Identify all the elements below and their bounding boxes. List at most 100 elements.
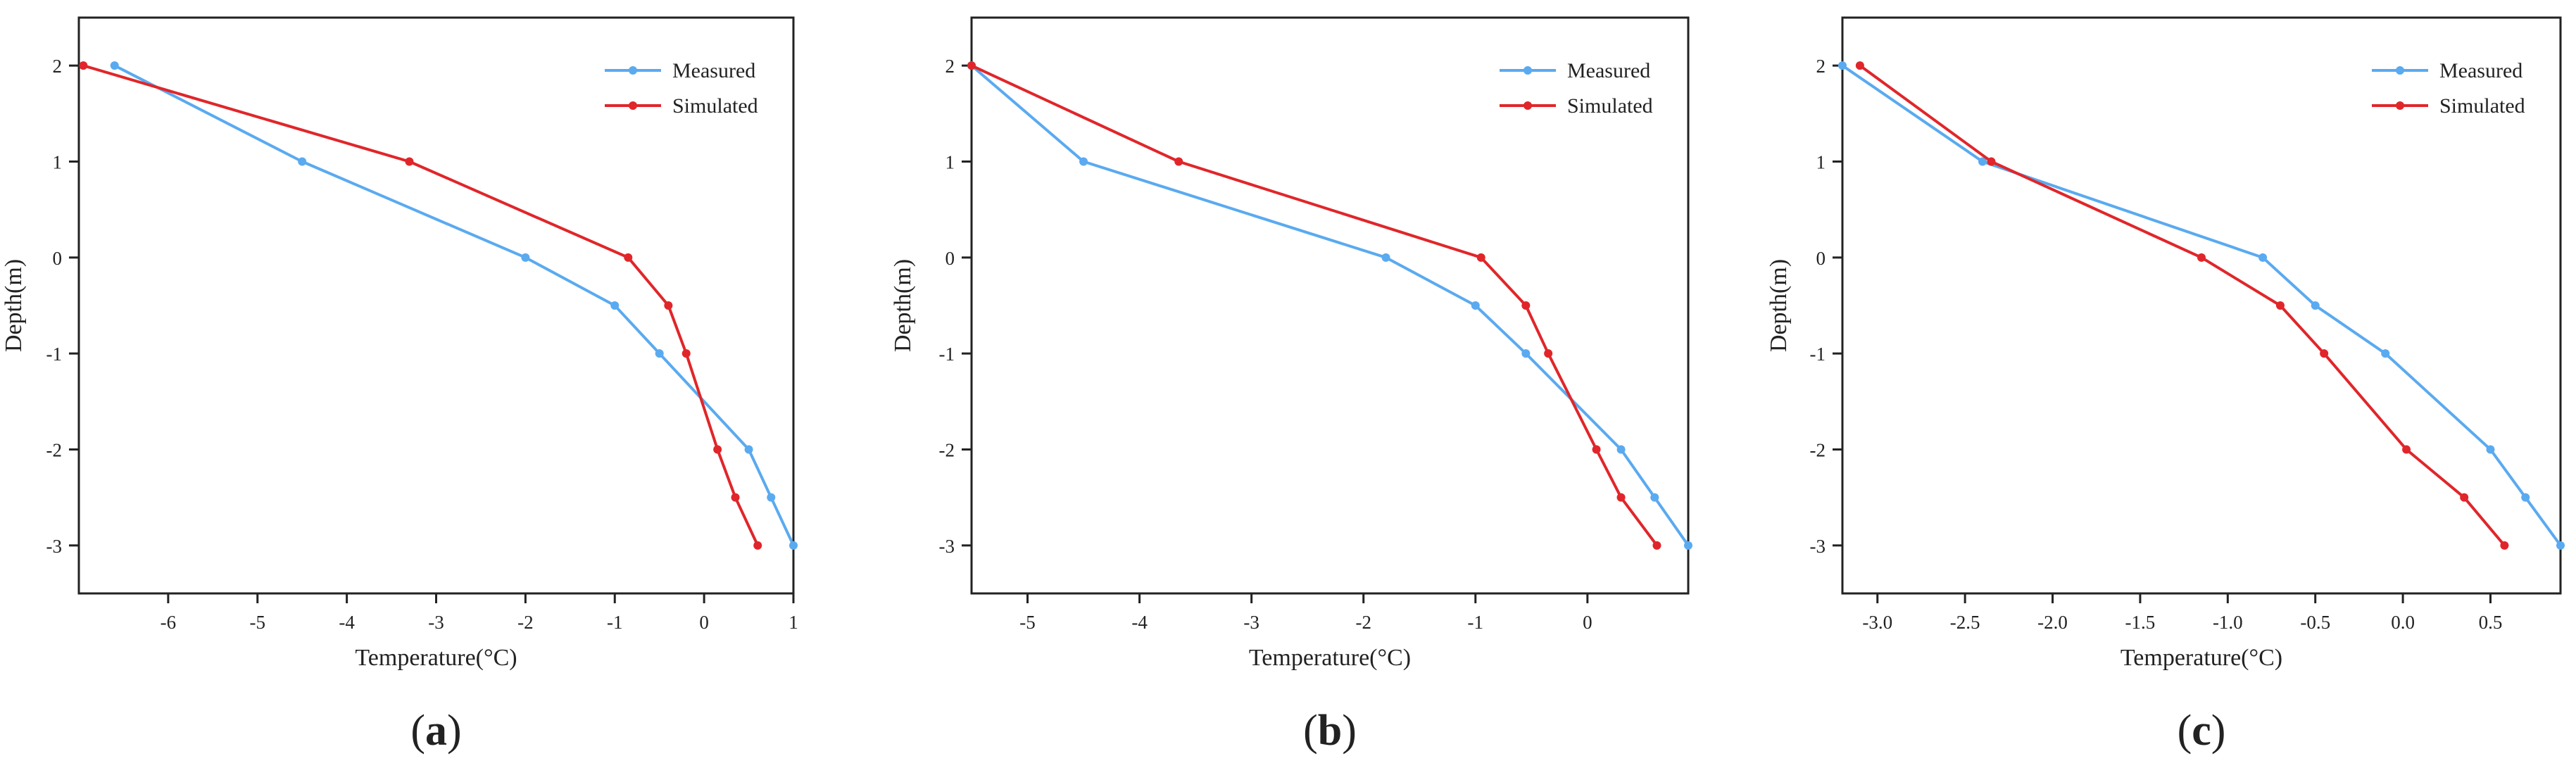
data-point-simulated xyxy=(681,349,691,358)
data-point-simulated xyxy=(1592,445,1601,454)
x-tick-label: 1 xyxy=(788,612,798,633)
y-tick-label: 1 xyxy=(945,152,955,173)
y-axis-title: Depth(m) xyxy=(890,259,916,352)
y-tick-label: 1 xyxy=(53,152,63,173)
data-point-measured xyxy=(521,253,530,262)
x-tick-label: -6 xyxy=(161,612,177,633)
x-tick-label: -4 xyxy=(339,612,355,633)
data-point-simulated xyxy=(2460,493,2469,502)
panel-label-letter: b xyxy=(1318,707,1342,755)
data-point-measured xyxy=(1381,253,1390,262)
legend-label-measured: Measured xyxy=(672,59,755,82)
x-tick-label: -4 xyxy=(1131,612,1148,633)
panel-label: (c) xyxy=(2178,707,2226,755)
data-point-measured xyxy=(110,61,119,70)
legend-label-simulated: Simulated xyxy=(672,94,758,118)
y-axis-title: Depth(m) xyxy=(1,259,27,352)
x-tick-label: -2 xyxy=(1355,612,1371,633)
x-tick-label: -2.0 xyxy=(2037,612,2068,633)
panel-label: (b) xyxy=(1303,707,1357,755)
y-tick-label: -1 xyxy=(1810,344,1826,365)
legend-marker-simulated xyxy=(1523,101,1532,110)
x-tick-label: -3 xyxy=(1243,612,1259,633)
data-point-measured xyxy=(2381,349,2390,358)
y-tick-label: -3 xyxy=(46,536,63,557)
legend-marker-simulated xyxy=(2396,101,2404,110)
panel-label-close-paren: ) xyxy=(447,707,462,755)
chart-panel-2: -5 -4 -3 -2 -1 0 2 1 0 -1 -2 -3 Temperature(°C) Depth… xyxy=(890,16,1692,755)
y-tick-label: -1 xyxy=(939,344,955,365)
data-point-simulated xyxy=(79,61,88,70)
y-tick-label: -2 xyxy=(939,440,955,461)
data-point-simulated xyxy=(731,493,740,502)
chart-panel-3: -3.0 -2.5 -2.0 -1.5 -1.0 -0.5 0.0 0.5 2 1 0 -1 -2 -3 T… xyxy=(1766,16,2565,755)
data-point-measured xyxy=(767,493,776,502)
legend-label-measured: Measured xyxy=(1567,59,1650,82)
data-point-simulated xyxy=(1855,61,1864,70)
x-tick-label: -1.5 xyxy=(2125,612,2156,633)
y-tick-label: 2 xyxy=(945,56,955,77)
x-tick-label: 0 xyxy=(699,612,709,633)
data-point-measured xyxy=(1978,157,1987,166)
legend-label-simulated: Simulated xyxy=(1567,94,1653,118)
data-point-simulated xyxy=(713,445,722,454)
y-tick-label: 2 xyxy=(53,56,63,77)
series-line-simulated xyxy=(971,64,1659,547)
panel-label-close-paren: ) xyxy=(2211,707,2226,755)
series-line-measured xyxy=(1841,64,2562,547)
data-point-simulated xyxy=(405,157,414,166)
x-tick-label: -1 xyxy=(1468,612,1484,633)
data-point-simulated xyxy=(1476,253,1485,262)
panel-label-open-paren: ( xyxy=(410,707,425,755)
data-point-measured xyxy=(1838,61,1847,70)
data-point-simulated xyxy=(624,253,633,262)
data-point-simulated xyxy=(1544,349,1553,358)
legend-marker-simulated xyxy=(629,101,637,110)
x-tick-label: -1 xyxy=(607,612,623,633)
y-tick-label: -2 xyxy=(46,440,63,461)
x-tick-label: -1.0 xyxy=(2213,612,2243,633)
x-tick-label: -0.5 xyxy=(2300,612,2330,633)
y-tick-label: -3 xyxy=(939,536,955,557)
series-line-measured xyxy=(113,64,795,546)
panel-label-open-paren: ( xyxy=(2178,707,2192,755)
y-tick-label: 0 xyxy=(1816,248,1826,269)
data-point-measured xyxy=(1079,157,1088,166)
panel-label-letter: c xyxy=(2192,707,2211,755)
panel-label-close-paren: ) xyxy=(1342,707,1357,755)
x-tick-label: -5 xyxy=(1019,612,1036,633)
data-point-measured xyxy=(610,301,620,310)
x-tick-label: -3 xyxy=(428,612,444,633)
legend-marker-measured xyxy=(629,66,637,75)
panel-label: (a) xyxy=(410,707,461,755)
x-tick-label: -3.0 xyxy=(1862,612,1892,633)
series-line-measured xyxy=(970,64,1690,546)
panel-label-letter: a xyxy=(425,707,447,755)
y-tick-label: 0 xyxy=(945,248,955,269)
data-point-measured xyxy=(1471,301,1480,310)
y-tick-label: -3 xyxy=(1810,536,1826,557)
legend-marker-measured xyxy=(1523,66,1532,75)
data-point-measured xyxy=(655,349,664,358)
x-tick-label: -2.5 xyxy=(1950,612,1980,633)
data-point-simulated xyxy=(2275,301,2285,310)
series-line-simulated xyxy=(1859,64,2506,547)
data-point-simulated xyxy=(2197,253,2206,262)
panel-label-open-paren: ( xyxy=(1303,707,1318,755)
plot-frame xyxy=(1841,16,2562,595)
y-tick-label: -1 xyxy=(46,344,63,365)
x-tick-label: -2 xyxy=(517,612,534,633)
data-point-measured xyxy=(2311,301,2320,310)
data-point-measured xyxy=(1616,445,1626,454)
data-point-measured xyxy=(2556,541,2565,550)
series-line-simulated xyxy=(82,64,760,546)
data-point-measured xyxy=(1650,493,1659,502)
data-point-measured xyxy=(298,157,307,166)
data-point-simulated xyxy=(2320,349,2329,358)
y-tick-label: 2 xyxy=(1816,56,1826,77)
data-point-simulated xyxy=(664,301,673,310)
x-axis-title: Temperature(°C) xyxy=(2121,645,2282,671)
chart-panel-1: -6 -5 -4 -3 -2 -1 0 1 2 1 0 -1 -2 -3 Temperature(°C) De… xyxy=(1,16,798,755)
data-point-simulated xyxy=(1174,157,1183,166)
